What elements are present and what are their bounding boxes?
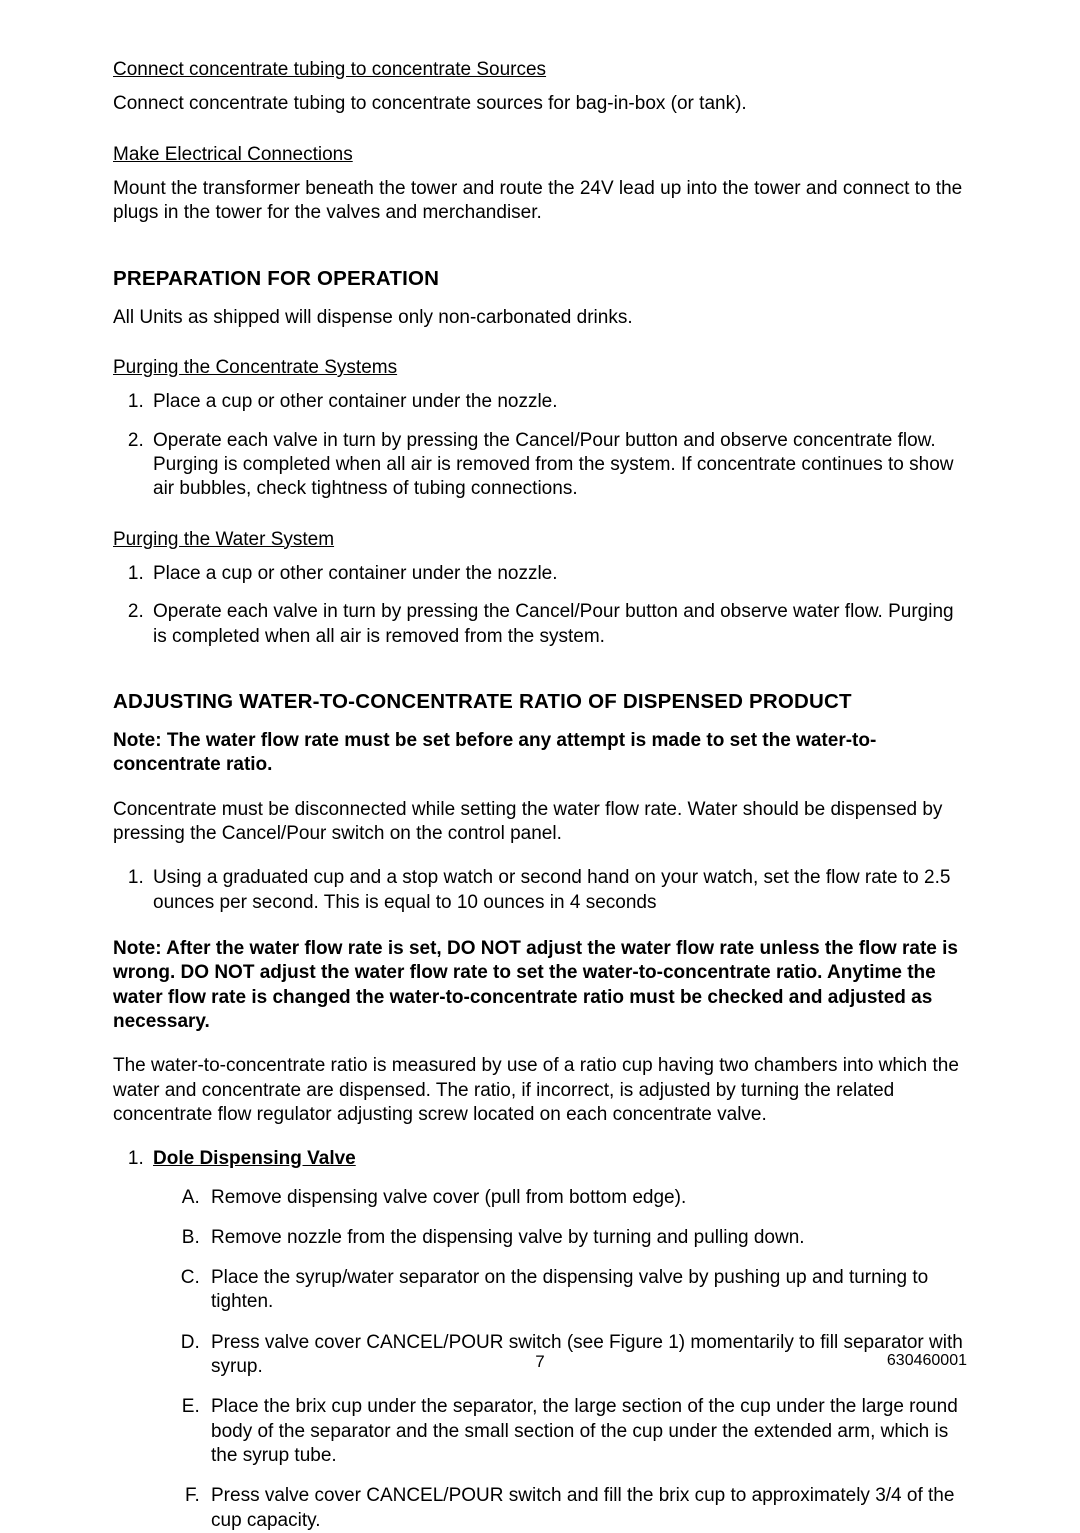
list-item: Remove nozzle from the dispensing valve … — [205, 1226, 967, 1250]
note-text: Note: After the water flow rate is set, … — [113, 937, 967, 1034]
ordered-list: Dole Dispensing Valve Remove dispensing … — [113, 1147, 967, 1533]
list-item: Place the syrup/water separator on the d… — [205, 1266, 967, 1315]
paragraph: Mount the transformer beneath the tower … — [113, 177, 967, 226]
paragraph: Connect concentrate tubing to concentrat… — [113, 92, 967, 116]
subheading-purge-water: Purging the Water System — [113, 528, 967, 552]
list-item: Remove dispensing valve cover (pull from… — [205, 1186, 967, 1210]
section-heading-preparation: PREPARATION FOR OPERATION — [113, 266, 967, 292]
paragraph: All Units as shipped will dispense only … — [113, 306, 967, 330]
list-item-dole-valve: Dole Dispensing Valve Remove dispensing … — [149, 1147, 967, 1533]
paragraph: The water-to-concentrate ratio is measur… — [113, 1054, 967, 1127]
ordered-list: Using a graduated cup and a stop watch o… — [113, 866, 967, 915]
list-item: Operate each valve in turn by pressing t… — [149, 600, 967, 649]
subheading-connect-tubing: Connect concentrate tubing to concentrat… — [113, 58, 967, 82]
valve-title: Dole Dispensing Valve — [153, 1148, 356, 1169]
paragraph: Concentrate must be disconnected while s… — [113, 798, 967, 847]
ordered-list: Place a cup or other container under the… — [113, 562, 967, 649]
subheading-electrical: Make Electrical Connections — [113, 143, 967, 167]
ordered-list: Place a cup or other container under the… — [113, 390, 967, 501]
subheading-purge-concentrate: Purging the Concentrate Systems — [113, 356, 967, 380]
list-item: Place a cup or other container under the… — [149, 562, 967, 586]
list-item: Place the brix cup under the separator, … — [205, 1395, 967, 1468]
document-page: Connect concentrate tubing to concentrat… — [0, 0, 1080, 1397]
page-footer: 7 630460001 — [0, 1351, 1080, 1371]
document-number: 630460001 — [887, 1351, 967, 1371]
list-item: Using a graduated cup and a stop watch o… — [149, 866, 967, 915]
page-number: 7 — [535, 1351, 544, 1373]
list-item: Place a cup or other container under the… — [149, 390, 967, 414]
list-item: Press valve cover CANCEL/POUR switch and… — [205, 1484, 967, 1533]
note-text: Note: The water flow rate must be set be… — [113, 729, 967, 778]
list-item: Operate each valve in turn by pressing t… — [149, 429, 967, 502]
section-heading-ratio: ADJUSTING WATER-TO-CONCENTRATE RATIO OF … — [113, 689, 967, 715]
